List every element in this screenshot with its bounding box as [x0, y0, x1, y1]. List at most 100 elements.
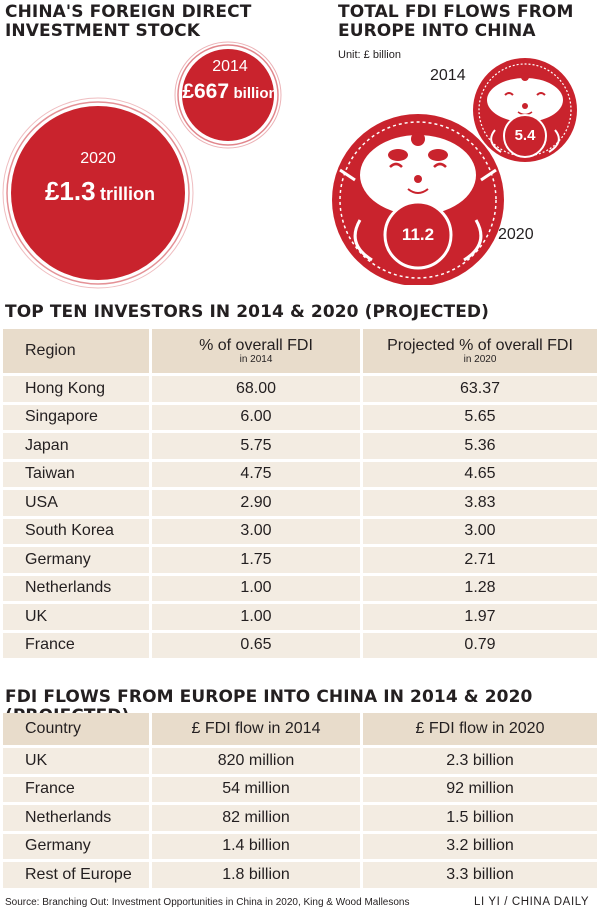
col-fdi2020-header: Projected % of overall FDI in 2020	[360, 329, 597, 373]
table-row: Germany 1.75 2.71	[3, 544, 597, 573]
stock-2020-amount: £1.3 trillion	[20, 176, 180, 207]
stock-2020-amount-num: £1.3	[44, 176, 96, 206]
stock-2014-amount-num: £667	[182, 80, 230, 103]
stock-2014-year: 2014	[212, 58, 248, 75]
value-cell: 6.00	[149, 401, 360, 430]
value-cell: 3.00	[360, 515, 597, 544]
value-cell: 0.79	[360, 629, 597, 658]
top-ten-header-row: Region % of overall FDI in 2014 Projecte…	[3, 329, 597, 373]
row-label-cell: Netherlands	[3, 572, 149, 601]
flows-figures-graphic	[332, 58, 577, 285]
figure-2014-icon	[473, 58, 577, 162]
flows-title: TOTAL FDI FLOWS FROM EUROPE INTO CHINA	[338, 3, 598, 41]
col-region-header: Region	[3, 329, 149, 373]
row-label-cell: France	[3, 773, 149, 802]
europe-flows-table: Country £ FDI flow in 2014 £ FDI flow in…	[3, 713, 597, 888]
row-label-cell: Germany	[3, 544, 149, 573]
col-fdi2014-header-sub: in 2014	[239, 354, 273, 365]
col-fdi2014-header: % of overall FDI in 2014	[149, 329, 360, 373]
value-cell: 54 million	[149, 773, 360, 802]
row-label-cell: Taiwan	[3, 458, 149, 487]
value-cell: 5.75	[149, 430, 360, 459]
value-cell: 820 million	[149, 745, 360, 774]
value-cell: 63.37	[360, 373, 597, 402]
table-row: Hong Kong 68.00 63.37	[3, 373, 597, 402]
stock-2014-amount-unit: billion	[233, 85, 278, 102]
europe-flows-header-row: Country £ FDI flow in 2014 £ FDI flow in…	[3, 713, 597, 745]
source-note: Source: Branching Out: Investment Opport…	[5, 897, 410, 908]
col-flow2014-header: £ FDI flow in 2014	[149, 713, 360, 745]
row-label-cell: USA	[3, 487, 149, 516]
value-cell: 1.00	[149, 601, 360, 630]
stock-circles-graphic	[2, 41, 282, 289]
flows-2014-label: 2014	[430, 67, 466, 84]
flows-2020-label: 2020	[498, 226, 534, 243]
row-label-cell: Singapore	[3, 401, 149, 430]
value-cell: 2.3 billion	[360, 745, 597, 774]
table-row: France 0.65 0.79	[3, 629, 597, 658]
value-cell: 92 million	[360, 773, 597, 802]
col-fdi2020-header-main: Projected % of overall FDI	[387, 337, 573, 354]
credit-line: LI YI / CHINA DAILY	[474, 896, 590, 908]
table-row: Rest of Europe 1.8 billion 3.3 billion	[3, 859, 597, 888]
row-label-cell: UK	[3, 745, 149, 774]
table-row: UK 820 million 2.3 billion	[3, 745, 597, 774]
value-cell: 4.65	[360, 458, 597, 487]
stock-title-line2: INVESTMENT STOCK	[5, 21, 200, 41]
table-row: USA 2.90 3.83	[3, 487, 597, 516]
row-label-cell: Germany	[3, 830, 149, 859]
col-fdi2014-header-main: % of overall FDI	[199, 337, 313, 354]
stock-2020-year: 2020	[80, 150, 116, 167]
flows-unit: Unit: £ billion	[338, 49, 401, 61]
value-cell: 3.00	[149, 515, 360, 544]
value-cell: 1.97	[360, 601, 597, 630]
top-ten-title: TOP TEN INVESTORS IN 2014 & 2020 (PROJEC…	[5, 302, 490, 322]
table-row: France 54 million 92 million	[3, 773, 597, 802]
stock-2020-amount-unit: trillion	[100, 184, 156, 204]
flows-title-line1: TOTAL FDI FLOWS FROM	[338, 2, 574, 22]
value-cell: 4.75	[149, 458, 360, 487]
value-cell: 1.28	[360, 572, 597, 601]
value-cell: 3.3 billion	[360, 859, 597, 888]
value-cell: 82 million	[149, 802, 360, 831]
value-cell: 1.75	[149, 544, 360, 573]
row-label-cell: Rest of Europe	[3, 859, 149, 888]
value-cell: 5.65	[360, 401, 597, 430]
value-cell: 5.36	[360, 430, 597, 459]
stock-title: CHINA'S FOREIGN DIRECT INVESTMENT STOCK	[5, 3, 275, 41]
value-cell: 2.90	[149, 487, 360, 516]
value-cell: 2.71	[360, 544, 597, 573]
value-cell: 1.5 billion	[360, 802, 597, 831]
europe-flows-body: UK 820 million 2.3 billion France 54 million…	[3, 745, 597, 888]
table-row: Germany 1.4 billion 3.2 billion	[3, 830, 597, 859]
top-ten-body: Hong Kong 68.00 63.37 Singapore 6.00 5.65 Japa…	[3, 373, 597, 658]
value-cell: 1.00	[149, 572, 360, 601]
table-row: Singapore 6.00 5.65	[3, 401, 597, 430]
table-row: Taiwan 4.75 4.65	[3, 458, 597, 487]
stock-title-line1: CHINA'S FOREIGN DIRECT	[5, 2, 252, 22]
value-cell: 0.65	[149, 629, 360, 658]
row-label-cell: Netherlands	[3, 802, 149, 831]
table-row: Japan 5.75 5.36	[3, 430, 597, 459]
row-label-cell: France	[3, 629, 149, 658]
row-label-cell: Hong Kong	[3, 373, 149, 402]
table-row: UK 1.00 1.97	[3, 601, 597, 630]
flows-title-line2: EUROPE INTO CHINA	[338, 21, 536, 41]
figure-2020-icon	[332, 114, 504, 285]
table-row: Netherlands 1.00 1.28	[3, 572, 597, 601]
top-ten-table: Region % of overall FDI in 2014 Projecte…	[3, 329, 597, 658]
row-label-cell: South Korea	[3, 515, 149, 544]
flows-2020-value: 11.2	[401, 225, 435, 244]
value-cell: 3.2 billion	[360, 830, 597, 859]
value-cell: 3.83	[360, 487, 597, 516]
table-row: South Korea 3.00 3.00	[3, 515, 597, 544]
value-cell: 1.4 billion	[149, 830, 360, 859]
table-row: Netherlands 82 million 1.5 billion	[3, 802, 597, 831]
row-label-cell: UK	[3, 601, 149, 630]
flows-2014-value: 5.4	[514, 127, 536, 144]
row-label-cell: Japan	[3, 430, 149, 459]
stock-2014-amount: £667 billion	[160, 80, 300, 104]
col-country-header: Country	[3, 713, 149, 745]
value-cell: 68.00	[149, 373, 360, 402]
col-fdi2020-header-sub: in 2020	[463, 354, 497, 365]
